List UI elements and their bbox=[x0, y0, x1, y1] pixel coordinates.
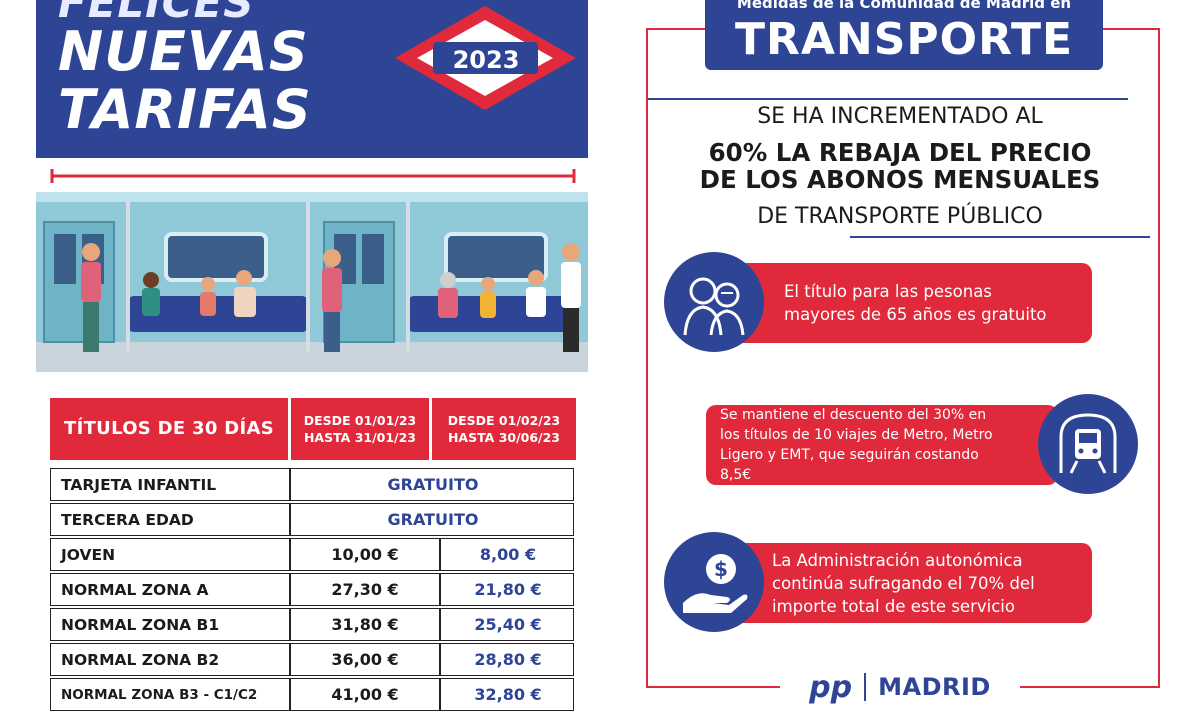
measure-text-line: Ligero y EMT, que seguirán costando 8,5€ bbox=[720, 447, 979, 483]
row-price-period-1: 41,00 € bbox=[331, 685, 399, 704]
row-price-period-1: 27,30 € bbox=[331, 580, 399, 599]
footer-logos: pp MADRID bbox=[780, 665, 1020, 709]
pp-logo: pp bbox=[809, 669, 853, 705]
madrid-logo: MADRID bbox=[878, 673, 991, 701]
train-interior-illustration bbox=[36, 192, 588, 372]
measure-text-line: importe total de este servicio bbox=[772, 596, 1015, 616]
metro-diamond-logo-icon bbox=[395, 6, 576, 110]
table-row: NORMAL ZONA B3 - C1/C2 41,00 € 32,80 € bbox=[50, 678, 574, 711]
table-row: NORMAL ZONA B2 36,00 € 28,80 € bbox=[50, 643, 574, 676]
table-row: JOVEN 10,00 € 8,00 € bbox=[50, 538, 574, 571]
measure-seniors: El título para las pesonas mayores de 65… bbox=[726, 263, 1092, 343]
measure-10-trips-text: Se mantiene el descuento del 30% en los … bbox=[720, 405, 998, 485]
footer-divider bbox=[864, 673, 867, 701]
fares-table: TARJETA INFANTIL GRATUITO TERCERA EDAD G… bbox=[50, 468, 576, 711]
row-price-period-2: 25,40 € bbox=[474, 615, 542, 634]
lead-line-4: DE TRANSPORTE PÚBLICO bbox=[757, 204, 1043, 229]
lead-line-1: SE HA INCREMENTADO AL bbox=[757, 104, 1043, 129]
row-label: NORMAL ZONA B2 bbox=[61, 650, 220, 669]
row-label: NORMAL ZONA B3 - C1/C2 bbox=[61, 686, 258, 703]
title-heading: TRANSPORTE bbox=[734, 14, 1074, 65]
measure-seniors-text: El título para las pesonas mayores de 65… bbox=[784, 280, 1047, 326]
measure-text-line: La Administración autonómica bbox=[772, 550, 1023, 570]
row-label: TARJETA INFANTIL bbox=[61, 475, 217, 494]
row-label: NORMAL ZONA A bbox=[61, 580, 209, 599]
measure-text-line: El título para las pesonas bbox=[784, 282, 992, 301]
measure-subsidy: La Administración autonómica continúa su… bbox=[726, 543, 1092, 623]
table-row: TERCERA EDAD GRATUITO bbox=[50, 503, 574, 536]
svg-text:$: $ bbox=[714, 557, 728, 581]
header-line-nuevas: NUEVAS bbox=[58, 20, 309, 83]
row-price-period-2: 8,00 € bbox=[479, 545, 537, 564]
measure-text-line: los títulos de 10 viajes de Metro, Metro bbox=[720, 427, 993, 443]
title-subheading: Medidas de la Comunidad de Madrid en bbox=[736, 0, 1072, 12]
row-price-period-2: 21,80 € bbox=[474, 580, 542, 599]
table-header-period-2: DESDE 01/02/23 HASTA 30/06/23 bbox=[432, 398, 576, 460]
lead-line-2: 60% LA REBAJA DEL PRECIO bbox=[708, 138, 1092, 167]
divider-rule bbox=[50, 169, 576, 183]
measure-subsidy-text: La Administración autonómica continúa su… bbox=[772, 549, 1035, 618]
row-label: TERCERA EDAD bbox=[61, 510, 194, 529]
measure-10-trips: Se mantiene el descuento del 30% en los … bbox=[706, 405, 1058, 485]
table-header-titles: TÍTULOS DE 30 DÍAS bbox=[50, 398, 288, 460]
header-line-felices: FELICES bbox=[58, 0, 255, 27]
row-price-period-1: 10,00 € bbox=[331, 545, 399, 564]
row-price-period-1: 36,00 € bbox=[331, 650, 399, 669]
row-price-period-2: 28,80 € bbox=[474, 650, 542, 669]
year-label: 2023 bbox=[452, 46, 520, 74]
row-value-span: GRATUITO bbox=[387, 510, 479, 529]
period-1-end: HASTA 31/01/23 bbox=[303, 430, 417, 445]
row-price-period-1: 31,80 € bbox=[331, 615, 399, 634]
row-price-period-2: 32,80 € bbox=[474, 685, 542, 704]
table-header-period-1: DESDE 01/01/23 HASTA 31/01/23 bbox=[291, 398, 429, 460]
measure-text-line: mayores de 65 años es gratuito bbox=[784, 305, 1047, 324]
seniors-icon bbox=[664, 252, 764, 352]
table-row: NORMAL ZONA B1 31,80 € 25,40 € bbox=[50, 608, 574, 641]
table-row: TARJETA INFANTIL GRATUITO bbox=[50, 468, 574, 501]
row-label: JOVEN bbox=[61, 545, 116, 564]
title-box bbox=[705, 0, 1103, 70]
metro-train-icon bbox=[1038, 394, 1138, 494]
divider-top bbox=[648, 98, 1128, 100]
period-2-start: DESDE 01/02/23 bbox=[447, 413, 561, 428]
divider-bottom bbox=[850, 236, 1150, 238]
money-hand-icon: $ bbox=[664, 532, 764, 632]
period-2-end: HASTA 30/06/23 bbox=[447, 430, 561, 445]
measure-text-line: continúa sufragando el 70% del bbox=[772, 573, 1035, 593]
measure-text-line: Se mantiene el descuento del 30% en bbox=[720, 407, 987, 423]
lead-line-3: DE LOS ABONOS MENSUALES bbox=[699, 165, 1101, 194]
period-1-start: DESDE 01/01/23 bbox=[303, 413, 417, 428]
row-label: NORMAL ZONA B1 bbox=[61, 615, 220, 634]
header-line-tarifas: TARIFAS bbox=[58, 78, 312, 141]
table-row: NORMAL ZONA A 27,30 € 21,80 € bbox=[50, 573, 574, 606]
row-value-span: GRATUITO bbox=[387, 475, 479, 494]
